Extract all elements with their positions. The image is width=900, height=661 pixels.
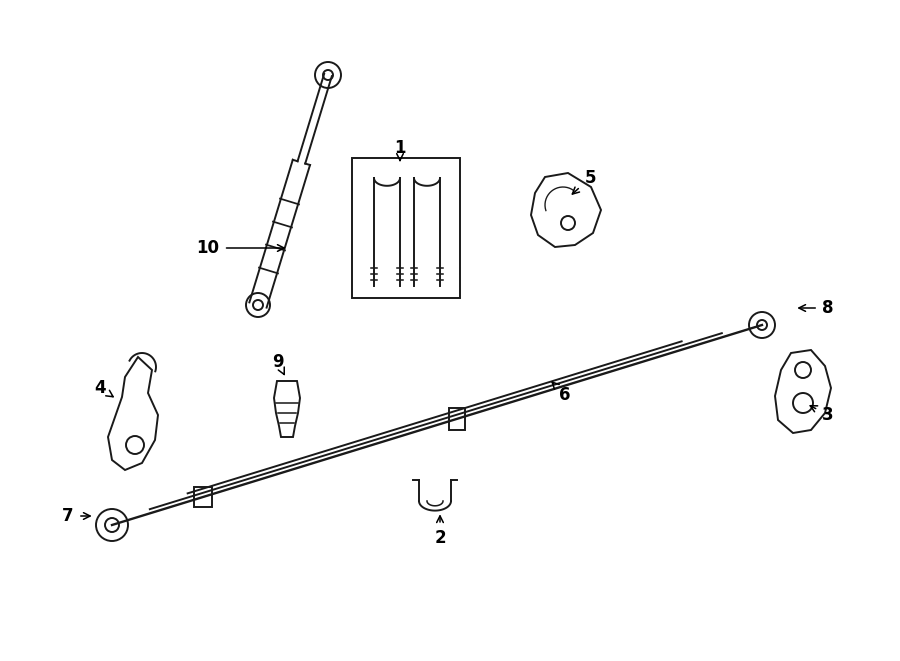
Text: 1: 1 <box>394 139 406 161</box>
Text: 7: 7 <box>62 507 90 525</box>
Bar <box>352 158 460 298</box>
Text: 10: 10 <box>196 239 284 257</box>
Text: 5: 5 <box>572 169 596 194</box>
Text: 6: 6 <box>553 382 571 404</box>
Text: 3: 3 <box>810 406 833 424</box>
Text: 2: 2 <box>434 516 446 547</box>
Text: 9: 9 <box>272 353 284 375</box>
Bar <box>194 487 212 507</box>
Bar <box>448 408 464 430</box>
Text: 4: 4 <box>94 379 113 397</box>
Text: 8: 8 <box>799 299 833 317</box>
